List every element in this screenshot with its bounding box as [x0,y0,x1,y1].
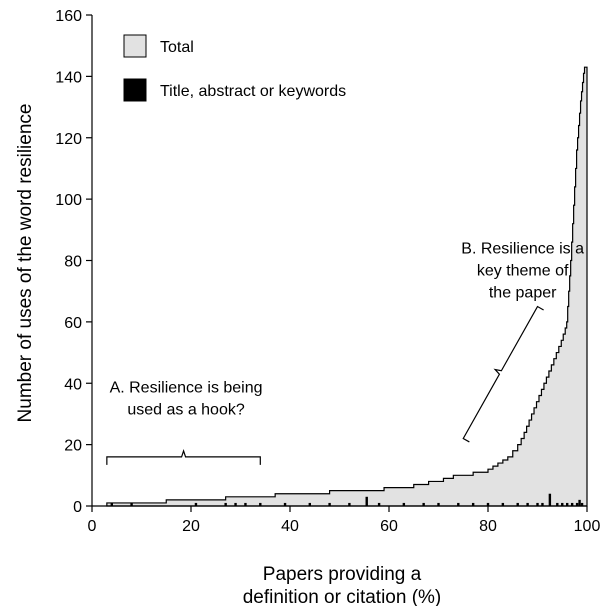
keyword-bar-18 [486,502,490,506]
annotation-b-bracket [462,305,544,443]
keyword-bar-31 [580,502,584,506]
keyword-bar-21 [526,502,529,506]
x-tick-label-0: 0 [88,518,97,535]
x-tick-label-40: 40 [281,518,299,535]
annotation-b-bracket-path [462,305,544,443]
legend-swatch-1 [123,78,147,102]
legend: Total Title, abstract or keywords [123,34,346,102]
keyword-bar-7 [283,502,287,506]
keyword-bar-24 [548,493,552,506]
keyword-bar-25 [556,502,559,506]
keyword-bar-0 [110,502,113,506]
annotation-a-line-1: A. Resilience is being [110,379,263,396]
keyword-bar-12 [377,502,381,506]
keyword-bar-26 [561,502,564,506]
y-axis-title: Number of uses of the word resilience [15,104,36,423]
keyword-bar-19 [501,502,505,506]
y-tick-label-160: 160 [55,8,82,25]
legend-label-1: Title, abstract or keywords [160,83,346,100]
keyword-bar-8 [308,502,311,506]
keyword-bar-4 [234,502,237,506]
keyword-bar-22 [536,502,539,506]
x-tick-label-100: 100 [574,518,601,535]
keyword-bar-3 [224,502,227,506]
legend-label-0: Total [160,39,194,56]
keyword-bar-2 [194,502,198,506]
keyword-bar-5 [244,502,247,506]
annotations: A. Resilience is being used as a hook? B. … [106,240,584,465]
keyword-bar-20 [516,502,519,506]
total-step-area [106,66,588,507]
keyword-bar-17 [471,502,475,506]
y-tick-label-40: 40 [64,376,82,393]
keyword-bar-16 [457,502,460,506]
legend-swatch-0 [123,34,147,58]
y-tick-label-100: 100 [55,192,82,209]
y-tick-label-140: 140 [55,69,82,86]
keyword-bar-1 [130,502,133,506]
keyword-bar-14 [422,502,425,506]
x-tick-label-20: 20 [182,518,200,535]
keyword-bar-29 [575,502,579,506]
y-tick-label-0: 0 [73,499,82,516]
y-tick-label-20: 20 [64,438,82,455]
y-tick-label-60: 60 [64,315,82,332]
x-tick-label-80: 80 [479,518,497,535]
keyword-bar-6 [259,502,262,506]
x-tick-label-60: 60 [380,518,398,535]
keyword-bar-11 [365,496,368,506]
y-tick-label-80: 80 [64,254,82,271]
x-axis-title-line-1: Papers providing a [263,564,422,585]
annotation-b-line-2: key theme of [477,262,569,279]
keyword-bar-15 [437,502,440,506]
annotation-b-line-3: the paper [489,284,557,301]
plot-area [106,66,588,507]
annotation-a-line-2: used as a hook? [127,401,245,418]
keyword-bar-9 [328,502,331,506]
keyword-bar-28 [570,502,574,506]
keyword-bar-30 [578,499,581,506]
x-axis-title-line-2: definition or citation (%) [243,587,442,606]
keyword-bar-10 [348,502,351,506]
annotation-b-line-1: B. Resilience is a [461,240,584,257]
annotation-a-bracket [106,449,261,465]
axes: 0 20 40 60 80 100 120 140 160 0 20 40 60 80 100 [55,8,600,535]
y-tick-label-120: 120 [55,131,82,148]
keyword-bar-13 [402,502,406,506]
keyword-bar-27 [566,502,569,506]
keyword-bar-23 [541,502,544,506]
